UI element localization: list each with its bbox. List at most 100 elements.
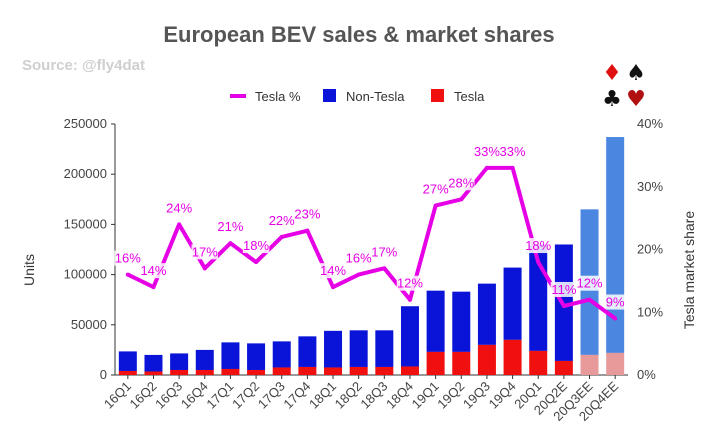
tesla-share-point — [228, 241, 233, 246]
data-label: 9% — [606, 295, 625, 310]
bar-non-tesla — [400, 306, 419, 367]
y-tick-label: 50000 — [71, 317, 107, 332]
y-tick-label: 100000 — [64, 267, 107, 282]
y-axis-label: Units — [21, 254, 37, 286]
data-label-bg — [242, 238, 270, 254]
bar-tesla — [272, 367, 291, 375]
legend-label-tesla: Tesla — [454, 89, 485, 104]
heart-suit: ♥ — [626, 87, 646, 112]
data-label: 23% — [294, 207, 320, 222]
bar-non-tesla — [144, 354, 163, 372]
bar-tesla — [247, 369, 266, 375]
data-label: 18% — [525, 238, 551, 253]
x-tick-label: 19Q2 — [434, 379, 467, 412]
y-tick-label: 150000 — [64, 216, 107, 231]
x-tick-label: 17Q4 — [280, 379, 313, 412]
y2-axis-label: Tesla market share — [681, 211, 697, 329]
y2-tick-label: 20% — [637, 242, 663, 257]
data-label-bg — [345, 250, 372, 266]
legend-swatch-tesla — [431, 89, 444, 102]
x-tick-label: 16Q4 — [178, 379, 211, 412]
bar-non-tesla — [118, 351, 137, 371]
bar-non-tesla — [298, 336, 317, 367]
club-suit: ♣ — [602, 87, 622, 112]
data-label-bg — [576, 275, 603, 291]
bar-non-tesla — [452, 291, 471, 352]
bar-non-tesla — [324, 330, 343, 368]
data-label: 12% — [397, 276, 423, 291]
data-label: 27% — [423, 182, 449, 197]
data-label: 18% — [243, 238, 269, 253]
tesla-share-point — [125, 272, 130, 277]
tesla-share-point — [331, 285, 336, 290]
tesla-share-point — [202, 266, 207, 271]
tesla-share-point — [587, 297, 592, 302]
bar-tesla — [170, 369, 189, 375]
tesla-share-point — [459, 197, 464, 202]
bar-tesla — [400, 366, 419, 375]
data-label-bg — [448, 175, 475, 191]
bar-tesla — [503, 339, 522, 375]
bar-non-tesla — [221, 342, 240, 369]
data-label-bg — [217, 219, 244, 235]
bar-tesla — [375, 366, 394, 375]
tesla-share-point — [561, 303, 566, 308]
data-label: 33% — [500, 144, 526, 159]
bar-tesla — [298, 366, 317, 375]
tesla-share-point — [356, 272, 361, 277]
bar-non-tesla — [477, 283, 496, 345]
y2-tick-label: 0% — [637, 367, 656, 382]
tesla-share-point — [484, 165, 489, 170]
chart-title: European BEV sales & market shares — [163, 22, 554, 47]
data-label: 33% — [474, 144, 500, 159]
data-label-bg — [191, 244, 219, 260]
data-label: 16% — [346, 251, 372, 266]
data-label-bg — [396, 275, 424, 291]
x-tick-label: 19Q1 — [409, 379, 442, 412]
tesla-share-point — [177, 222, 182, 227]
x-tick-label: 16Q2 — [126, 379, 159, 412]
bar-tesla — [195, 369, 214, 375]
data-label-bg — [140, 263, 167, 279]
y2-tick-label: 30% — [637, 179, 663, 194]
bar-non-tesla — [606, 137, 625, 353]
tesla-share-point — [382, 266, 387, 271]
bar-tesla — [580, 354, 599, 375]
y-tick-label: 250000 — [64, 116, 107, 131]
bar-tesla — [324, 367, 343, 375]
bar-non-tesla — [170, 353, 189, 370]
x-tick-label: 18Q3 — [357, 379, 390, 412]
data-label: 11% — [551, 282, 576, 297]
bar-non-tesla — [349, 330, 368, 367]
y-tick-label: 200000 — [64, 166, 107, 181]
card-suits-icon: ♦ ♠ ♣ ♥ — [602, 61, 646, 112]
legend-label-tesla-pct: Tesla % — [255, 89, 301, 104]
legend-label-non-tesla: Non-Tesla — [346, 89, 405, 104]
data-label-bg — [371, 244, 398, 260]
data-label: 12% — [577, 276, 603, 291]
tesla-share-point — [305, 228, 310, 233]
bar-non-tesla — [426, 290, 445, 352]
x-tick-label: 19Q4 — [486, 379, 519, 412]
data-label: 24% — [166, 200, 192, 215]
tesla-share-point — [151, 285, 156, 290]
data-label: 17% — [192, 244, 218, 259]
x-tick-label: 17Q2 — [229, 379, 262, 412]
data-label-bg — [473, 143, 501, 159]
data-label: 16% — [115, 251, 141, 266]
data-label-bg — [294, 206, 321, 222]
diamond-suit: ♦ — [602, 61, 622, 86]
data-label: 22% — [269, 213, 295, 228]
tesla-share-point — [433, 203, 438, 208]
bar-non-tesla — [503, 267, 522, 340]
tesla-share-point — [613, 316, 618, 321]
x-tick-label: 16Q1 — [101, 379, 134, 412]
bar-tesla — [118, 370, 137, 375]
legend: Tesla % Non-Tesla Tesla — [230, 89, 485, 104]
tesla-share-point — [279, 234, 284, 239]
data-label-bg — [422, 181, 449, 197]
data-label-bg — [524, 238, 552, 254]
bar-tesla — [554, 360, 573, 375]
bar-non-tesla — [272, 341, 291, 368]
x-tick-label: 18Q4 — [383, 379, 416, 412]
